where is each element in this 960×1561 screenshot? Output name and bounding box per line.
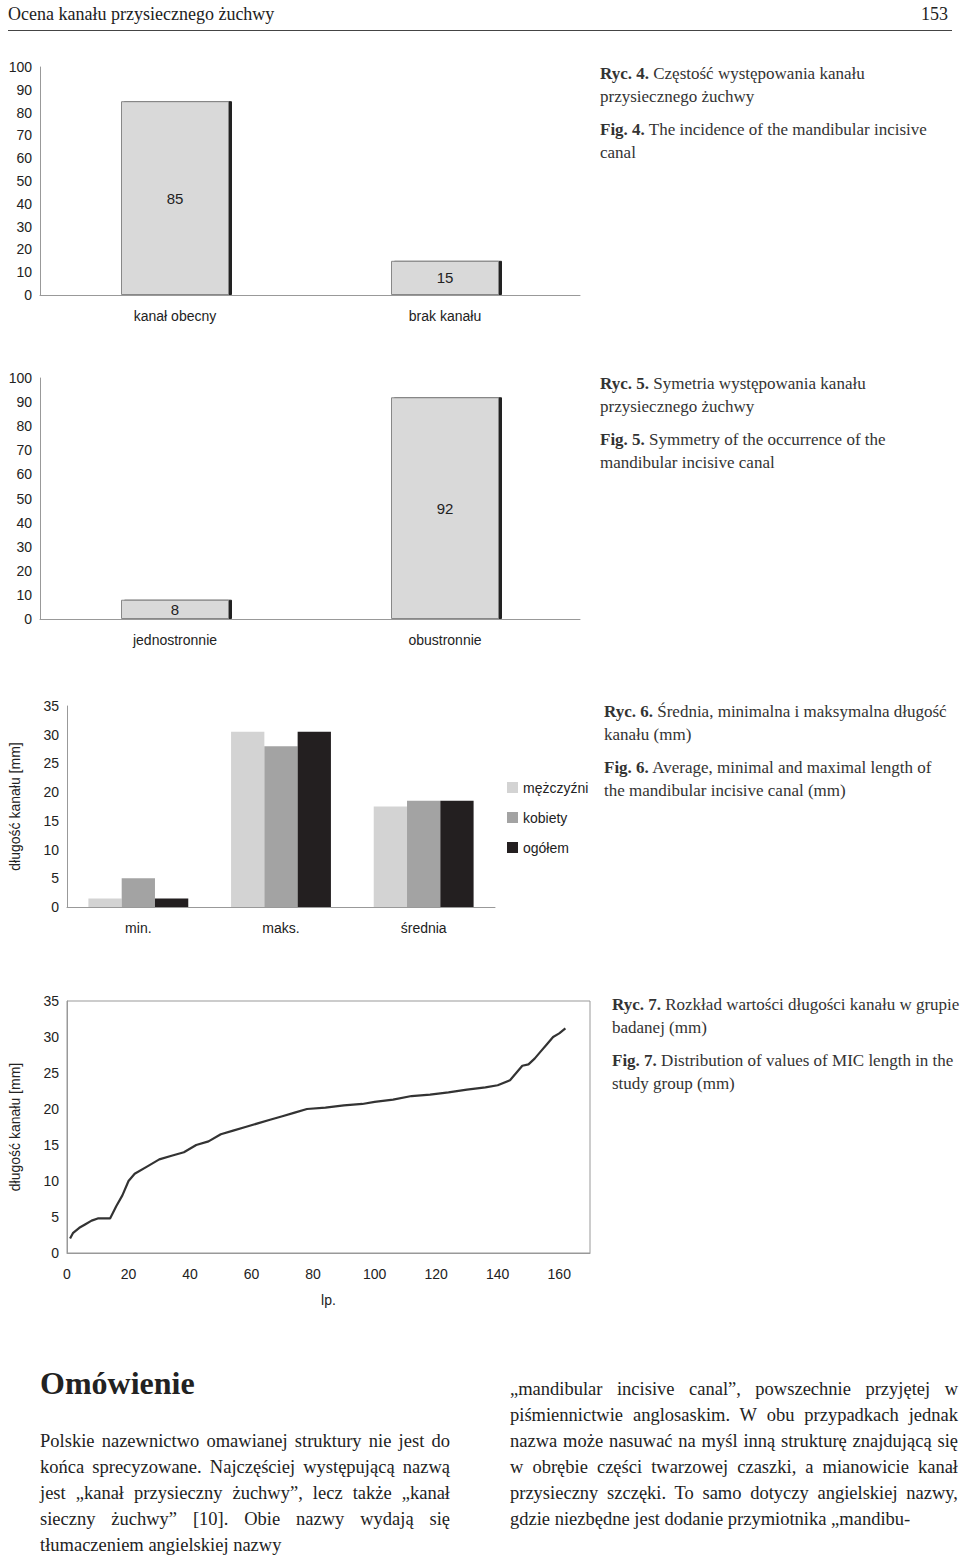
svg-text:5: 5 xyxy=(51,1209,59,1225)
svg-text:0: 0 xyxy=(51,899,59,915)
svg-text:ogółem: ogółem xyxy=(523,840,569,856)
svg-text:15: 15 xyxy=(43,1137,59,1153)
svg-text:10: 10 xyxy=(43,1173,59,1189)
html-text:Polskie nazewnictwo omawianej: Polskie nazewnictwo omawianej struktury … xyxy=(40,1431,450,1555)
svg-text:20: 20 xyxy=(121,1266,137,1282)
html-text:Ryc. 5. Symetria występowania: Ryc. 5. Symetria występowania kanału prz… xyxy=(600,374,866,416)
svg-text:średnia: średnia xyxy=(401,920,447,936)
svg-text:90: 90 xyxy=(16,82,32,98)
svg-text:80: 80 xyxy=(16,418,32,434)
svg-text:jednostronnie: jednostronnie xyxy=(132,632,217,648)
html-text:Omówienie: Omówienie xyxy=(40,1365,195,1401)
svg-text:85: 85 xyxy=(167,190,184,207)
svg-text:20: 20 xyxy=(16,241,32,257)
svg-text:0: 0 xyxy=(24,287,32,303)
html-text:Fig. 6. Average, minimal and m: Fig. 6. Average, minimal and maximal len… xyxy=(604,758,932,800)
svg-text:100: 100 xyxy=(9,59,33,75)
svg-text:15: 15 xyxy=(437,269,454,286)
svg-text:0: 0 xyxy=(51,1245,59,1261)
svg-text:80: 80 xyxy=(16,105,32,121)
svg-text:25: 25 xyxy=(43,755,59,771)
svg-text:35: 35 xyxy=(43,698,59,714)
html-text:„mandibular incisive canal”, p: „mandibular incisive canal”, powszechnie… xyxy=(510,1379,958,1529)
svg-text:60: 60 xyxy=(244,1266,260,1282)
svg-text:8: 8 xyxy=(171,601,179,618)
svg-text:40: 40 xyxy=(182,1266,198,1282)
svg-text:70: 70 xyxy=(16,127,32,143)
svg-text:mężczyźni: mężczyźni xyxy=(523,780,588,796)
svg-text:0: 0 xyxy=(63,1266,71,1282)
svg-text:35: 35 xyxy=(43,993,59,1009)
svg-text:10: 10 xyxy=(16,587,32,603)
svg-text:10: 10 xyxy=(43,842,59,858)
html-text:153: 153 xyxy=(921,4,948,24)
svg-text:kobiety: kobiety xyxy=(523,810,567,826)
svg-text:brak kanału: brak kanału xyxy=(409,308,481,324)
svg-text:0: 0 xyxy=(24,611,32,627)
svg-text:50: 50 xyxy=(16,491,32,507)
svg-text:20: 20 xyxy=(43,784,59,800)
svg-text:40: 40 xyxy=(16,515,32,531)
svg-text:60: 60 xyxy=(16,466,32,482)
svg-text:40: 40 xyxy=(16,196,32,212)
html-text:Ryc. 4. Częstość występowania: Ryc. 4. Częstość występowania kanału prz… xyxy=(600,64,865,106)
svg-text:70: 70 xyxy=(16,442,32,458)
svg-text:20: 20 xyxy=(43,1101,59,1117)
html-text:Ryc. 6. Średnia, minimalna i m: Ryc. 6. Średnia, minimalna i maksymalna … xyxy=(604,702,947,744)
svg-text:min.: min. xyxy=(125,920,151,936)
svg-text:maks.: maks. xyxy=(262,920,299,936)
svg-text:50: 50 xyxy=(16,173,32,189)
svg-text:90: 90 xyxy=(16,394,32,410)
svg-text:30: 30 xyxy=(43,727,59,743)
svg-text:15: 15 xyxy=(43,813,59,829)
svg-text:30: 30 xyxy=(16,219,32,235)
html-text:Ocena kanału przysiecznego żuc: Ocena kanału przysiecznego żuchwy xyxy=(8,4,275,24)
svg-text:92: 92 xyxy=(437,500,454,517)
svg-text:lp.: lp. xyxy=(321,1292,336,1308)
html-text:Ryc. 7. Rozkład wartości długo: Ryc. 7. Rozkład wartości długości kanału… xyxy=(612,995,960,1037)
html-text:Fig. 4. The incidence of the m: Fig. 4. The incidence of the mandibular … xyxy=(600,120,927,162)
svg-text:100: 100 xyxy=(9,370,33,386)
svg-text:25: 25 xyxy=(43,1065,59,1081)
svg-text:kanał obecny: kanał obecny xyxy=(134,308,217,324)
svg-text:długość kanału [mm]: długość kanału [mm] xyxy=(7,1063,23,1191)
svg-text:długość kanału [mm]: długość kanału [mm] xyxy=(7,742,23,870)
html-text:Fig. 7. Distribution of values: Fig. 7. Distribution of values of MIC le… xyxy=(612,1051,954,1093)
svg-text:80: 80 xyxy=(305,1266,321,1282)
svg-text:60: 60 xyxy=(16,150,32,166)
svg-text:30: 30 xyxy=(16,539,32,555)
svg-text:160: 160 xyxy=(548,1266,572,1282)
svg-text:obustronnie: obustronnie xyxy=(408,632,481,648)
svg-text:100: 100 xyxy=(363,1266,387,1282)
html-text:Fig. 5. Symmetry of the occurr: Fig. 5. Symmetry of the occurrence of th… xyxy=(600,430,886,472)
svg-text:30: 30 xyxy=(43,1029,59,1045)
svg-text:10: 10 xyxy=(16,264,32,280)
svg-text:20: 20 xyxy=(16,563,32,579)
svg-text:120: 120 xyxy=(424,1266,448,1282)
svg-text:5: 5 xyxy=(51,870,59,886)
svg-text:140: 140 xyxy=(486,1266,510,1282)
